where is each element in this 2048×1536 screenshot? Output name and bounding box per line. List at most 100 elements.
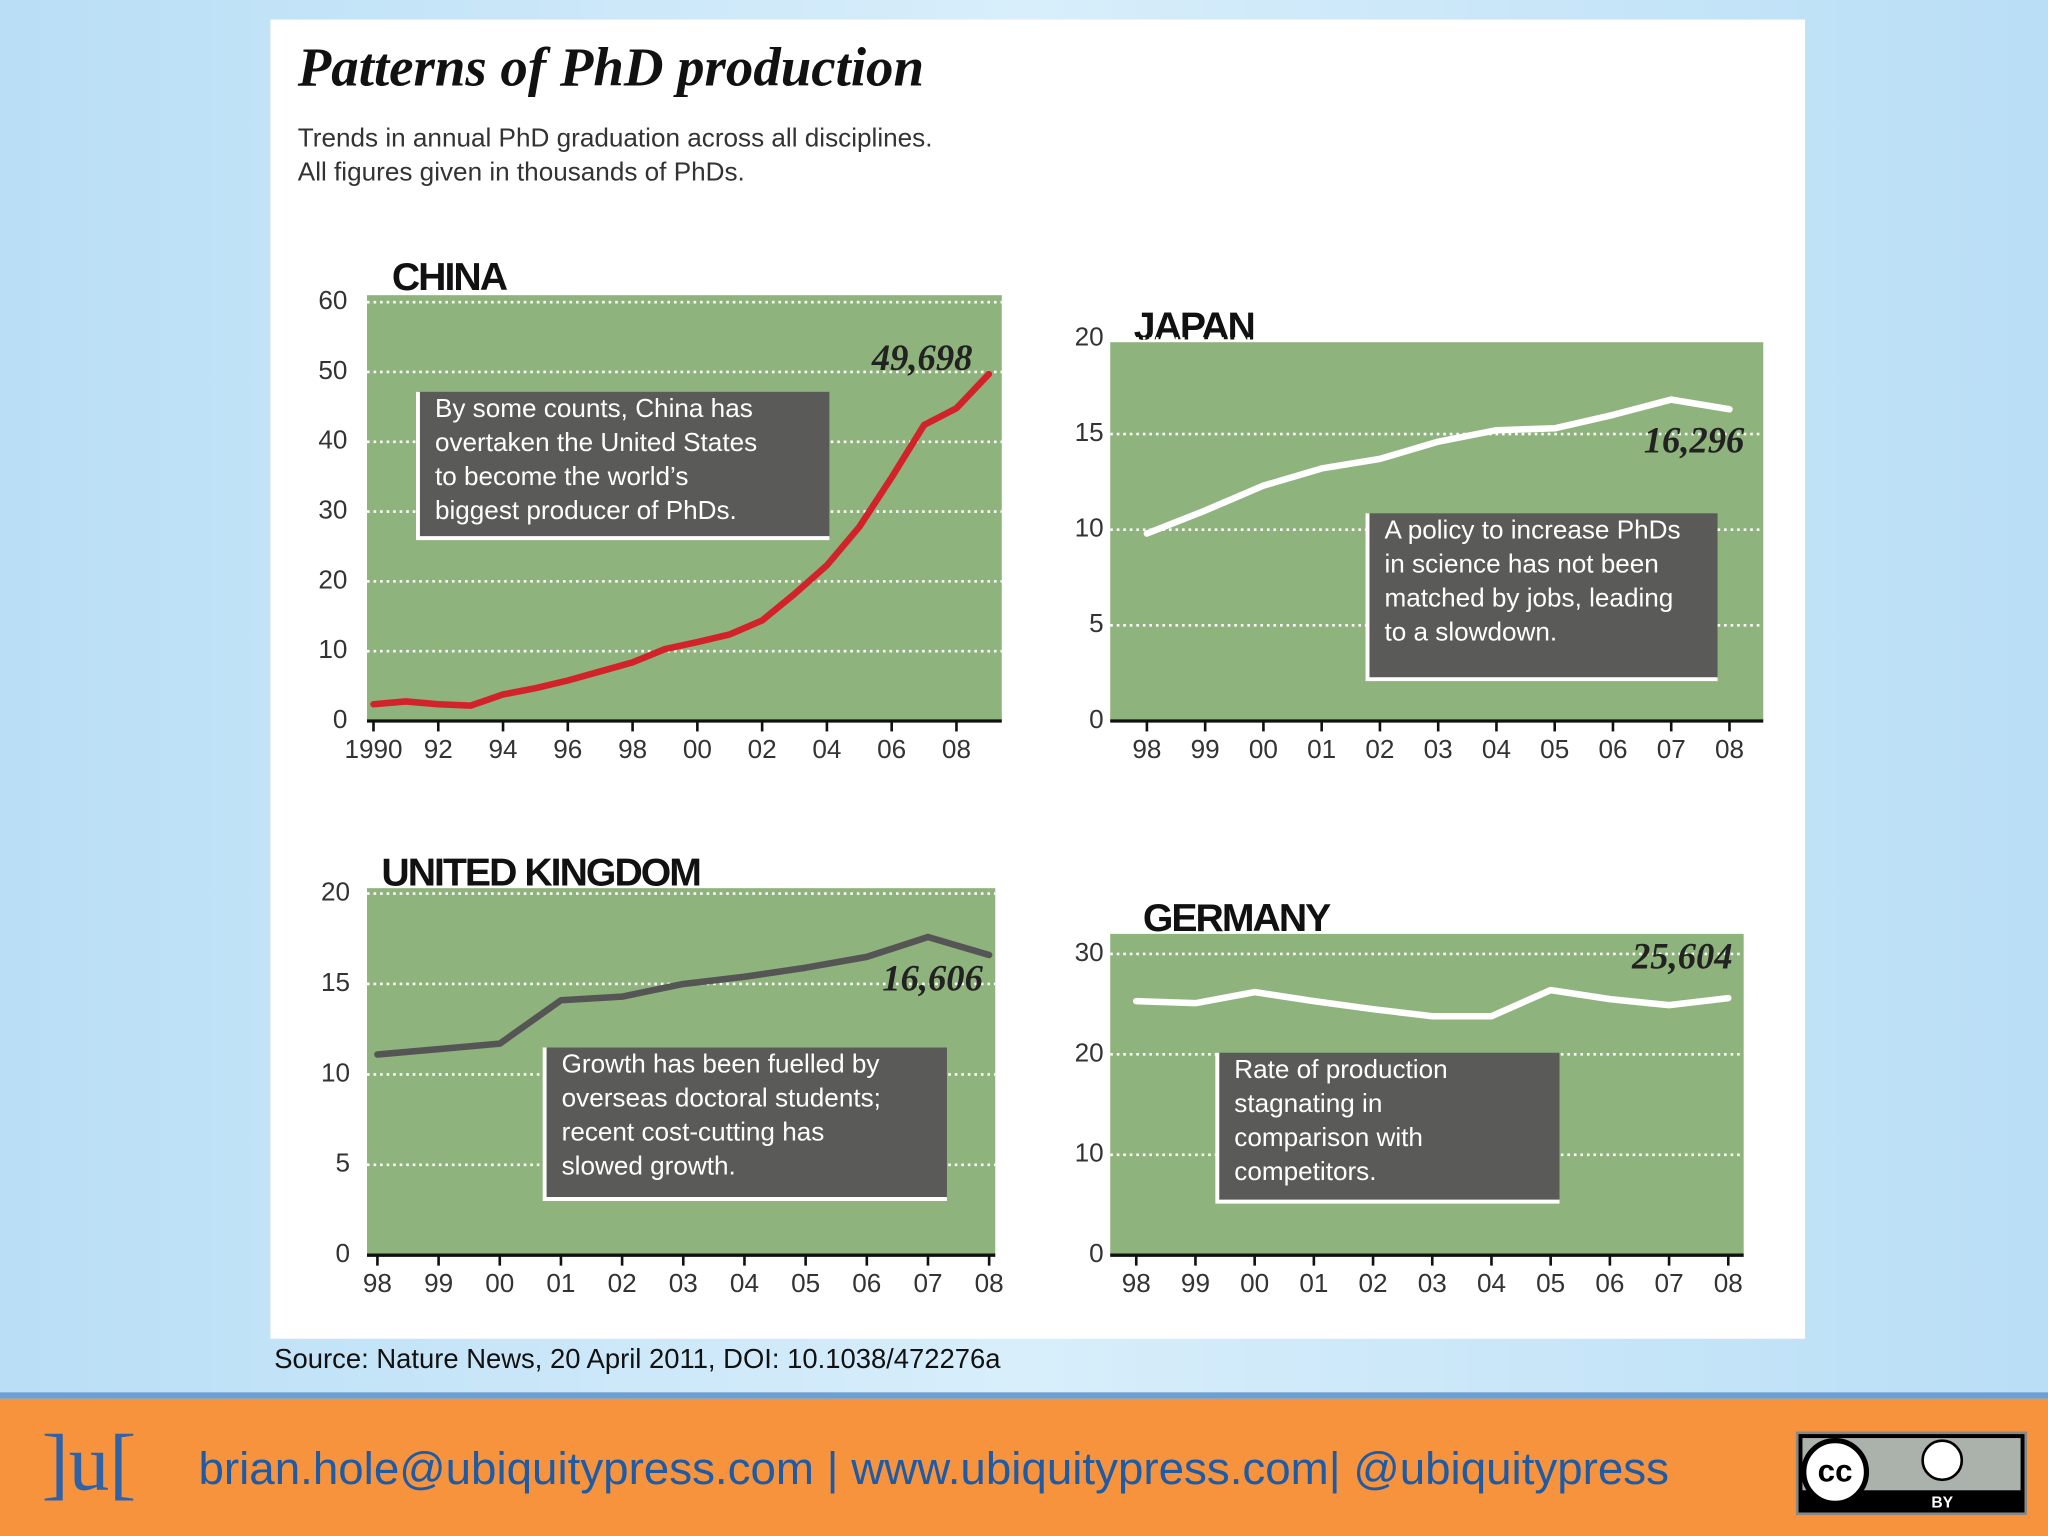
data-line [1132,986,1732,1020]
annotation-text: overtaken the United States [435,427,757,457]
x-tick-label: 03 [1418,1268,1447,1298]
y-tick-label: 10 [1075,1138,1104,1168]
y-tick-label: 20 [1075,321,1104,351]
annotation-text: comparison with [1234,1122,1423,1152]
annotation-border [415,391,830,541]
y-tick-label: 60 [318,285,347,315]
x-tick-label: 1990 [344,734,402,764]
chart-title: JAPAN [1134,305,1254,348]
data-line [1143,396,1733,537]
annotation-text: in science has not been [1384,548,1658,578]
figure-subtitle: All figures given in thousands of PhDs. [298,157,745,187]
value-label: 49,698 [871,337,973,378]
x-tick-label: 05 [1536,1268,1565,1298]
x-tick-label: 08 [1715,734,1744,764]
x-tick-label: 03 [669,1268,698,1298]
x-tick-label: 98 [1132,734,1161,764]
value-label: 25,604 [1631,935,1733,976]
x-tick-label: 06 [1598,734,1627,764]
cc-circle [1801,1438,1870,1506]
annotation-box [544,1047,947,1200]
y-tick-label: 0 [1089,704,1104,734]
annotation-text: A policy to increase PhDs [1384,514,1680,544]
x-tick-label: 92 [424,734,453,764]
y-tick-label: 20 [1075,1037,1104,1067]
x-tick-label: 98 [618,734,647,764]
x-tick-label: 06 [1595,1268,1624,1298]
annotation-box [417,391,830,539]
logo: ]u[ [42,1417,136,1507]
annotation-text: overseas doctoral students; [562,1083,881,1113]
x-tick-label: 01 [1307,734,1336,764]
x-tick-label: 94 [489,734,518,764]
cc-text: cc [1818,1454,1853,1489]
x-tick-label: 07 [913,1268,942,1298]
x-tick-label: 00 [1240,1268,1269,1298]
x-tick-label: 00 [1249,734,1278,764]
chart: CHINA 0 10 20 30 40 50 60 1990 92 94 96 98 00 02 04 06 08… [318,256,1002,764]
data-line [374,933,993,1058]
by-text: BY [1931,1494,1953,1511]
annotation-text: matched by jobs, leading [1384,582,1673,612]
annotation-text: to a slowdown. [1384,616,1557,646]
y-tick-label: 5 [1089,608,1104,638]
x-tick-label: 06 [852,1268,881,1298]
y-tick-label: 10 [321,1057,350,1087]
x-tick-label: 01 [546,1268,575,1298]
x-tick-label: 04 [812,734,841,764]
annotation-text: Growth has been fuelled by [562,1049,880,1079]
x-tick-label: 07 [1655,1268,1684,1298]
annotation-text: Rate of production [1234,1054,1447,1084]
data-line [370,370,993,709]
y-tick-label: 0 [1089,1238,1104,1268]
x-tick-label: 00 [485,1268,514,1298]
x-tick-label: 08 [942,734,971,764]
x-tick-label: 98 [363,1268,392,1298]
x-tick-label: 96 [553,734,582,764]
x-tick-label: 04 [1482,734,1511,764]
chart-title: CHINA [392,256,508,299]
annotation-text: to become the world’s [435,461,689,491]
annotation-border [542,1047,947,1201]
x-tick-label: 03 [1424,734,1453,764]
x-tick-label: 05 [1540,734,1569,764]
x-tick-label: 99 [1191,734,1220,764]
by-icon [1921,1439,1964,1482]
x-tick-label: 01 [1299,1268,1328,1298]
annotation-box [1367,513,1718,680]
y-tick-label: 40 [318,425,347,455]
y-tick-label: 10 [1075,513,1104,543]
contact: brian.hole@ubiquitypress.com | www.ubiqu… [199,1443,1670,1494]
annotation-border [1365,513,1718,682]
y-tick-label: 30 [318,494,347,524]
y-tick-label: 20 [321,876,350,906]
value-label: 16,296 [1644,419,1745,460]
license-badge: cc BY [1795,1431,2028,1516]
x-tick-label: 99 [1181,1268,1210,1298]
figure-title: Patterns of PhD production [297,37,924,98]
x-tick-label: 99 [424,1268,453,1298]
annotation-text: biggest producer of PhDs. [435,495,737,525]
x-tick-label: 05 [791,1268,820,1298]
x-tick-label: 04 [730,1268,759,1298]
footer-rule [0,1392,2048,1399]
y-tick-label: 15 [1075,417,1104,447]
chart: GERMANY 0 10 20 30 98 99 00 01 02 03 04 05 06 07 08 Rate… [1075,897,1744,1298]
x-tick-label: 02 [1365,734,1394,764]
footer [0,1398,2048,1536]
annotation-text: competitors. [1234,1156,1376,1186]
annotation-text: By some counts, China has [435,393,753,423]
y-tick-label: 30 [1075,937,1104,967]
y-tick-label: 20 [318,564,347,594]
x-tick-label: 04 [1477,1268,1506,1298]
y-tick-label: 0 [333,704,348,734]
y-tick-label: 10 [318,634,347,664]
chart-title: GERMANY [1143,897,1331,940]
x-tick-label: 02 [1359,1268,1388,1298]
annotation-box [1217,1052,1560,1202]
y-tick-label: 50 [318,355,347,385]
x-tick-label: 00 [683,734,712,764]
x-tick-label: 02 [748,734,777,764]
